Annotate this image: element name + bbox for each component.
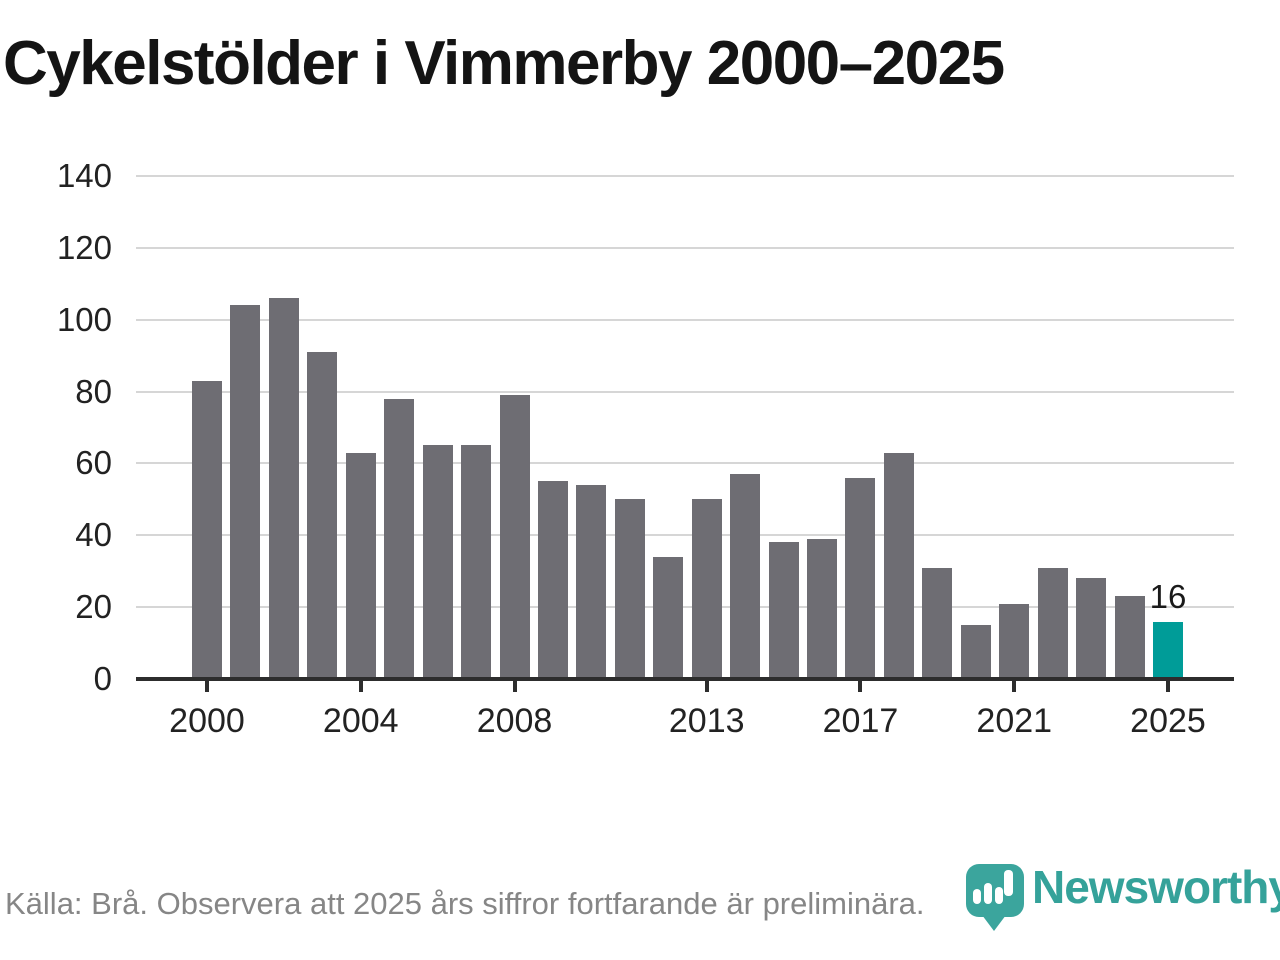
pin-mini-bar-icon: [1004, 870, 1013, 896]
bar-2020: [960, 625, 991, 679]
bar-2008: [499, 395, 530, 679]
gridline-20: [136, 606, 1234, 609]
bar-2007: [461, 445, 492, 679]
y-axis-label-20: 20: [75, 588, 112, 626]
newsworthy-pin-icon: [966, 864, 1024, 931]
x-axis-label-2004: 2004: [322, 702, 399, 740]
x-tick-2021: [1012, 681, 1017, 692]
bar-2011: [614, 499, 645, 679]
bar-2014: [730, 474, 761, 679]
gridline-120: [136, 246, 1234, 249]
bar-value-label: 16: [1149, 577, 1187, 615]
bar-2003: [307, 352, 338, 679]
x-axis-label-2021: 2021: [976, 702, 1053, 740]
bar-2019: [922, 567, 953, 679]
y-axis-label-60: 60: [75, 444, 112, 482]
bar-2010: [576, 484, 607, 679]
x-tick-2000: [205, 681, 209, 692]
y-axis-label-0: 0: [93, 660, 112, 697]
x-tick-2025: [1166, 681, 1170, 692]
gridline-100: [136, 318, 1234, 321]
x-axis-line: [136, 677, 1234, 681]
bar-2000: [192, 380, 222, 679]
newsworthy-wordmark: Newsworthy: [1032, 861, 1280, 913]
x-axis-label-2025: 2025: [1130, 702, 1206, 740]
bar-2018: [883, 452, 914, 679]
bar-2023: [1076, 578, 1107, 679]
pin-pointer-icon: [982, 915, 1006, 931]
bar-2005: [384, 398, 415, 679]
bar-2025: [1153, 621, 1183, 679]
gridline-80: [136, 390, 1234, 393]
bar-2013: [691, 499, 722, 679]
bar-2009: [537, 481, 568, 679]
x-tick-2013: [704, 681, 709, 692]
x-tick-2004: [358, 681, 363, 692]
bar-2016: [807, 538, 838, 679]
bar-2022: [1037, 567, 1068, 679]
gridline-60: [136, 462, 1234, 465]
x-axis-label-2008: 2008: [476, 702, 553, 740]
bar-2015: [768, 542, 799, 679]
chart-title: Cykelstölder i Vimmerby 2000–2025: [3, 29, 1005, 98]
pin-mini-bar-icon: [984, 883, 992, 904]
gridline-140: [136, 175, 1234, 177]
bar-2004: [345, 452, 376, 679]
x-tick-2008: [512, 681, 517, 692]
x-axis-label-2000: 2000: [169, 702, 245, 740]
y-axis-label-140: 140: [56, 157, 112, 194]
y-axis-label-80: 80: [75, 372, 112, 410]
x-axis-label-2013: 2013: [668, 702, 745, 740]
bar-2006: [422, 445, 453, 679]
source-note: Källa: Brå. Observera att 2025 års siffr…: [5, 886, 925, 921]
bar-2024: [1114, 596, 1145, 679]
y-axis-label-120: 120: [56, 228, 112, 266]
x-tick-2017: [858, 681, 863, 692]
bar-2012: [653, 556, 684, 679]
bar-2002: [268, 298, 299, 679]
pin-mini-bar-icon: [973, 889, 981, 904]
y-axis-label-40: 40: [75, 516, 112, 554]
bar-2017: [845, 477, 876, 679]
x-axis-label-2017: 2017: [822, 702, 899, 740]
pin-mini-bar-icon: [995, 887, 1003, 904]
y-axis-label-100: 100: [56, 300, 112, 338]
bar-2021: [999, 603, 1030, 679]
gridline-40: [136, 534, 1234, 537]
bar-2001: [230, 305, 261, 679]
